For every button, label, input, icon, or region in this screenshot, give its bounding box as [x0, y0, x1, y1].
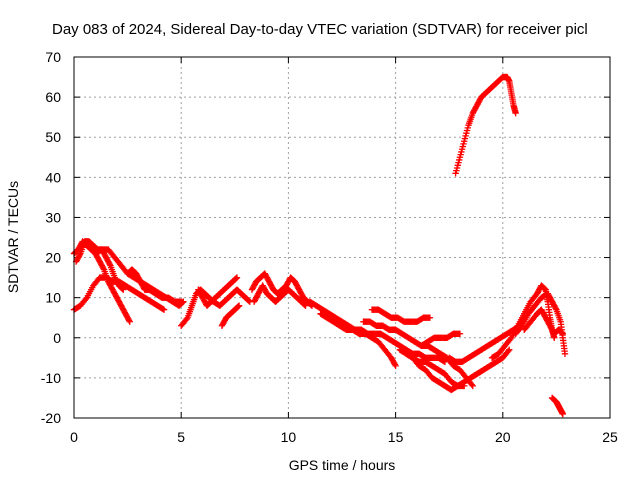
series-arc-23 [548, 394, 567, 418]
data-point [426, 314, 434, 321]
data-point [125, 317, 133, 324]
y-tick-label: 70 [45, 49, 61, 65]
data-point [233, 274, 241, 281]
series-arc-16 [418, 330, 464, 349]
series-arc-17 [403, 346, 513, 394]
data-point [558, 329, 566, 337]
series-arc-20 [512, 290, 569, 358]
series-arc-8 [218, 302, 243, 329]
chart-title: Day 083 of 2024, Sidereal Day-to-day VTE… [52, 21, 588, 38]
data-point [552, 305, 559, 312]
series-arc-14 [368, 306, 434, 325]
data-point [301, 301, 309, 309]
data-point [440, 357, 448, 365]
data-point [118, 285, 126, 292]
data-point [126, 318, 133, 325]
data-point [512, 109, 519, 117]
data-point [541, 285, 548, 292]
data-point [82, 295, 89, 303]
y-tick-label: 30 [45, 209, 61, 225]
data-point [517, 323, 525, 331]
data-point [160, 306, 168, 313]
data-point [559, 330, 567, 337]
plot-frame [73, 56, 611, 419]
x-tick-labels: 0 5 10 15 20 25 [70, 429, 618, 445]
data-point [561, 350, 569, 358]
data-marks [70, 73, 569, 418]
x-tick-label: 0 [70, 429, 78, 445]
y-tick-label: -20 [41, 410, 61, 426]
x-tick-label: 15 [388, 429, 404, 445]
data-point [300, 301, 308, 308]
data-point [391, 361, 399, 368]
y-tick-label: 10 [45, 290, 61, 306]
y-tick-label: 50 [45, 129, 61, 145]
data-point [468, 381, 475, 388]
y-tick-labels: -20 -10 0 10 20 30 40 50 60 70 [41, 49, 61, 426]
data-point [506, 346, 513, 354]
data-point [559, 410, 567, 418]
data-point [159, 305, 167, 313]
data-point [76, 251, 83, 259]
data-point [120, 286, 127, 293]
series-arc-5 [124, 266, 185, 305]
y-axis-label: SDTVAR / TECUs [5, 181, 21, 293]
data-point [106, 261, 113, 268]
data-point [469, 382, 476, 390]
series-arc-12 [317, 310, 399, 370]
y-tick-label: 20 [45, 250, 61, 266]
series-arc-7 [195, 274, 241, 309]
data-point [234, 303, 241, 311]
data-point [441, 358, 449, 366]
data-point [302, 302, 309, 309]
data-point [507, 335, 514, 343]
data-point [119, 285, 126, 293]
data-point [558, 329, 565, 336]
x-tick-label: 25 [602, 429, 618, 445]
x-tick-label: 10 [281, 429, 297, 445]
grid-lines [74, 57, 610, 418]
data-point [504, 347, 512, 355]
data-point [232, 275, 239, 283]
series-arc-6 [178, 286, 254, 329]
data-point [100, 265, 107, 272]
data-point [178, 298, 185, 305]
x-tick-label: 5 [177, 429, 185, 445]
data-point [456, 330, 464, 337]
y-tick-label: -10 [41, 370, 61, 386]
series-arc-9 [248, 270, 316, 309]
series-arc-10 [250, 282, 309, 309]
axis-ticks [73, 56, 611, 419]
series-arc-22 [452, 73, 519, 177]
series-arc-21 [521, 306, 567, 337]
data-point [183, 315, 190, 323]
series-arc-18 [446, 314, 528, 366]
data-point [245, 297, 253, 305]
y-tick-label: 60 [45, 89, 61, 105]
data-point [392, 362, 399, 370]
x-axis-label: GPS time / hours [289, 457, 396, 473]
data-point [233, 275, 240, 282]
data-point [235, 303, 242, 310]
x-tick-label: 20 [495, 429, 511, 445]
series-arc-13 [360, 318, 476, 390]
y-tick-label: 40 [45, 169, 61, 185]
data-point [235, 302, 243, 309]
y-tick-label: 0 [53, 330, 61, 346]
data-point [245, 297, 252, 304]
